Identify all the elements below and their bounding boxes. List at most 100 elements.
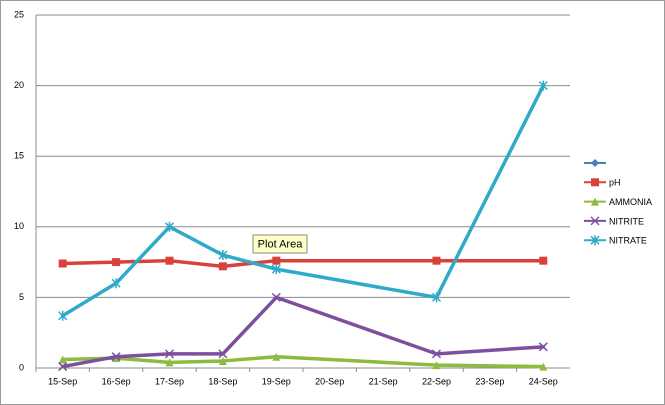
- series-segment: [434, 83, 546, 300]
- marker-shape: [538, 80, 548, 91]
- marker: [58, 362, 68, 372]
- marker: [538, 80, 548, 91]
- series-segment: [274, 267, 439, 300]
- marker: [271, 264, 281, 275]
- series-segment: [221, 354, 279, 363]
- series-segment: [114, 352, 172, 359]
- marker-shape: [538, 342, 548, 352]
- marker-shape: [431, 349, 442, 359]
- series-segment: [221, 253, 279, 271]
- marker: [218, 262, 227, 271]
- x-tick-label: 24-Sep: [529, 376, 558, 386]
- marker-shape: [432, 361, 441, 370]
- x-tick-label: 20-Sep: [315, 376, 344, 386]
- x-tick-label: 17-Sep: [155, 376, 184, 386]
- marker-shape: [164, 221, 175, 232]
- marker-shape: [272, 352, 281, 361]
- marker-shape: [58, 362, 68, 372]
- marker: [165, 256, 174, 265]
- marker: [431, 292, 442, 303]
- marker-shape: [271, 264, 281, 275]
- tooltip: Plot Area: [258, 238, 304, 250]
- marker: [590, 216, 600, 226]
- marker: [591, 159, 599, 167]
- legend-label: NITRITE: [609, 216, 644, 226]
- series-segment: [167, 258, 225, 269]
- series-segment: [434, 345, 546, 356]
- marker-shape: [58, 310, 68, 321]
- x-tick-label: 19-Sep: [262, 376, 291, 386]
- x-tick-label: 18-Sep: [208, 376, 237, 386]
- marker-shape: [432, 256, 441, 265]
- marker-shape: [218, 349, 228, 359]
- series-segment: [221, 295, 279, 356]
- marker-shape: [271, 292, 281, 302]
- marker-shape: [431, 292, 442, 303]
- marker: [164, 221, 175, 232]
- series-segment: [114, 258, 172, 264]
- marker: [432, 256, 441, 265]
- marker: [539, 256, 548, 265]
- marker: [218, 356, 227, 365]
- marker: [539, 362, 548, 371]
- marker-shape: [58, 355, 67, 364]
- marker: [590, 235, 600, 246]
- marker-shape: [591, 197, 599, 206]
- marker: [271, 292, 281, 302]
- marker: [538, 342, 548, 352]
- series-segment: [167, 225, 225, 257]
- x-tick-label: 15-Sep: [48, 376, 77, 386]
- marker: [58, 355, 67, 364]
- marker-shape: [111, 352, 121, 362]
- y-tick-label: 0: [19, 362, 24, 372]
- marker-shape: [272, 256, 281, 265]
- marker-shape: [58, 259, 67, 268]
- marker: [58, 259, 67, 268]
- y-tick-label: 20: [14, 80, 24, 90]
- marker: [165, 358, 174, 367]
- marker-shape: [218, 356, 227, 365]
- marker: [58, 310, 68, 321]
- marker: [591, 178, 599, 187]
- marker-shape: [590, 216, 600, 226]
- marker-shape: [164, 349, 175, 359]
- marker-shape: [165, 358, 174, 367]
- marker: [591, 197, 599, 206]
- series-segment: [274, 295, 439, 356]
- series-segment: [167, 359, 225, 365]
- marker-shape: [112, 258, 121, 267]
- series-segment: [60, 354, 118, 369]
- marker: [272, 352, 281, 361]
- marker: [218, 349, 228, 359]
- marker-shape: [111, 278, 121, 289]
- marker-shape: [539, 256, 548, 265]
- marker-shape: [539, 362, 548, 371]
- marker-shape: [218, 262, 227, 271]
- tooltip-box: [252, 234, 308, 254]
- series-segment: [274, 354, 439, 367]
- marker-shape: [218, 250, 228, 261]
- series-segment: [114, 356, 172, 365]
- marker: [111, 278, 121, 289]
- y-tick-label: 25: [14, 9, 24, 19]
- marker: [164, 349, 175, 359]
- series-segment: [60, 260, 118, 266]
- marker-shape: [590, 235, 600, 246]
- marker-shape: [591, 178, 599, 187]
- series-segment: [434, 363, 546, 369]
- x-tick-label: 23-Sep: [475, 376, 504, 386]
- marker: [112, 258, 121, 267]
- marker: [432, 361, 441, 370]
- legend-label: NITRATE: [609, 236, 647, 246]
- y-tick-label: 5: [19, 292, 24, 302]
- series-segment: [60, 281, 118, 318]
- series-segment: [114, 225, 172, 286]
- y-tick-label: 15: [14, 151, 24, 161]
- x-tick-label: 16-Sep: [102, 376, 131, 386]
- marker-shape: [165, 256, 174, 265]
- y-tick-label: 10: [14, 221, 24, 231]
- marker: [111, 352, 121, 362]
- marker-shape: [591, 159, 599, 167]
